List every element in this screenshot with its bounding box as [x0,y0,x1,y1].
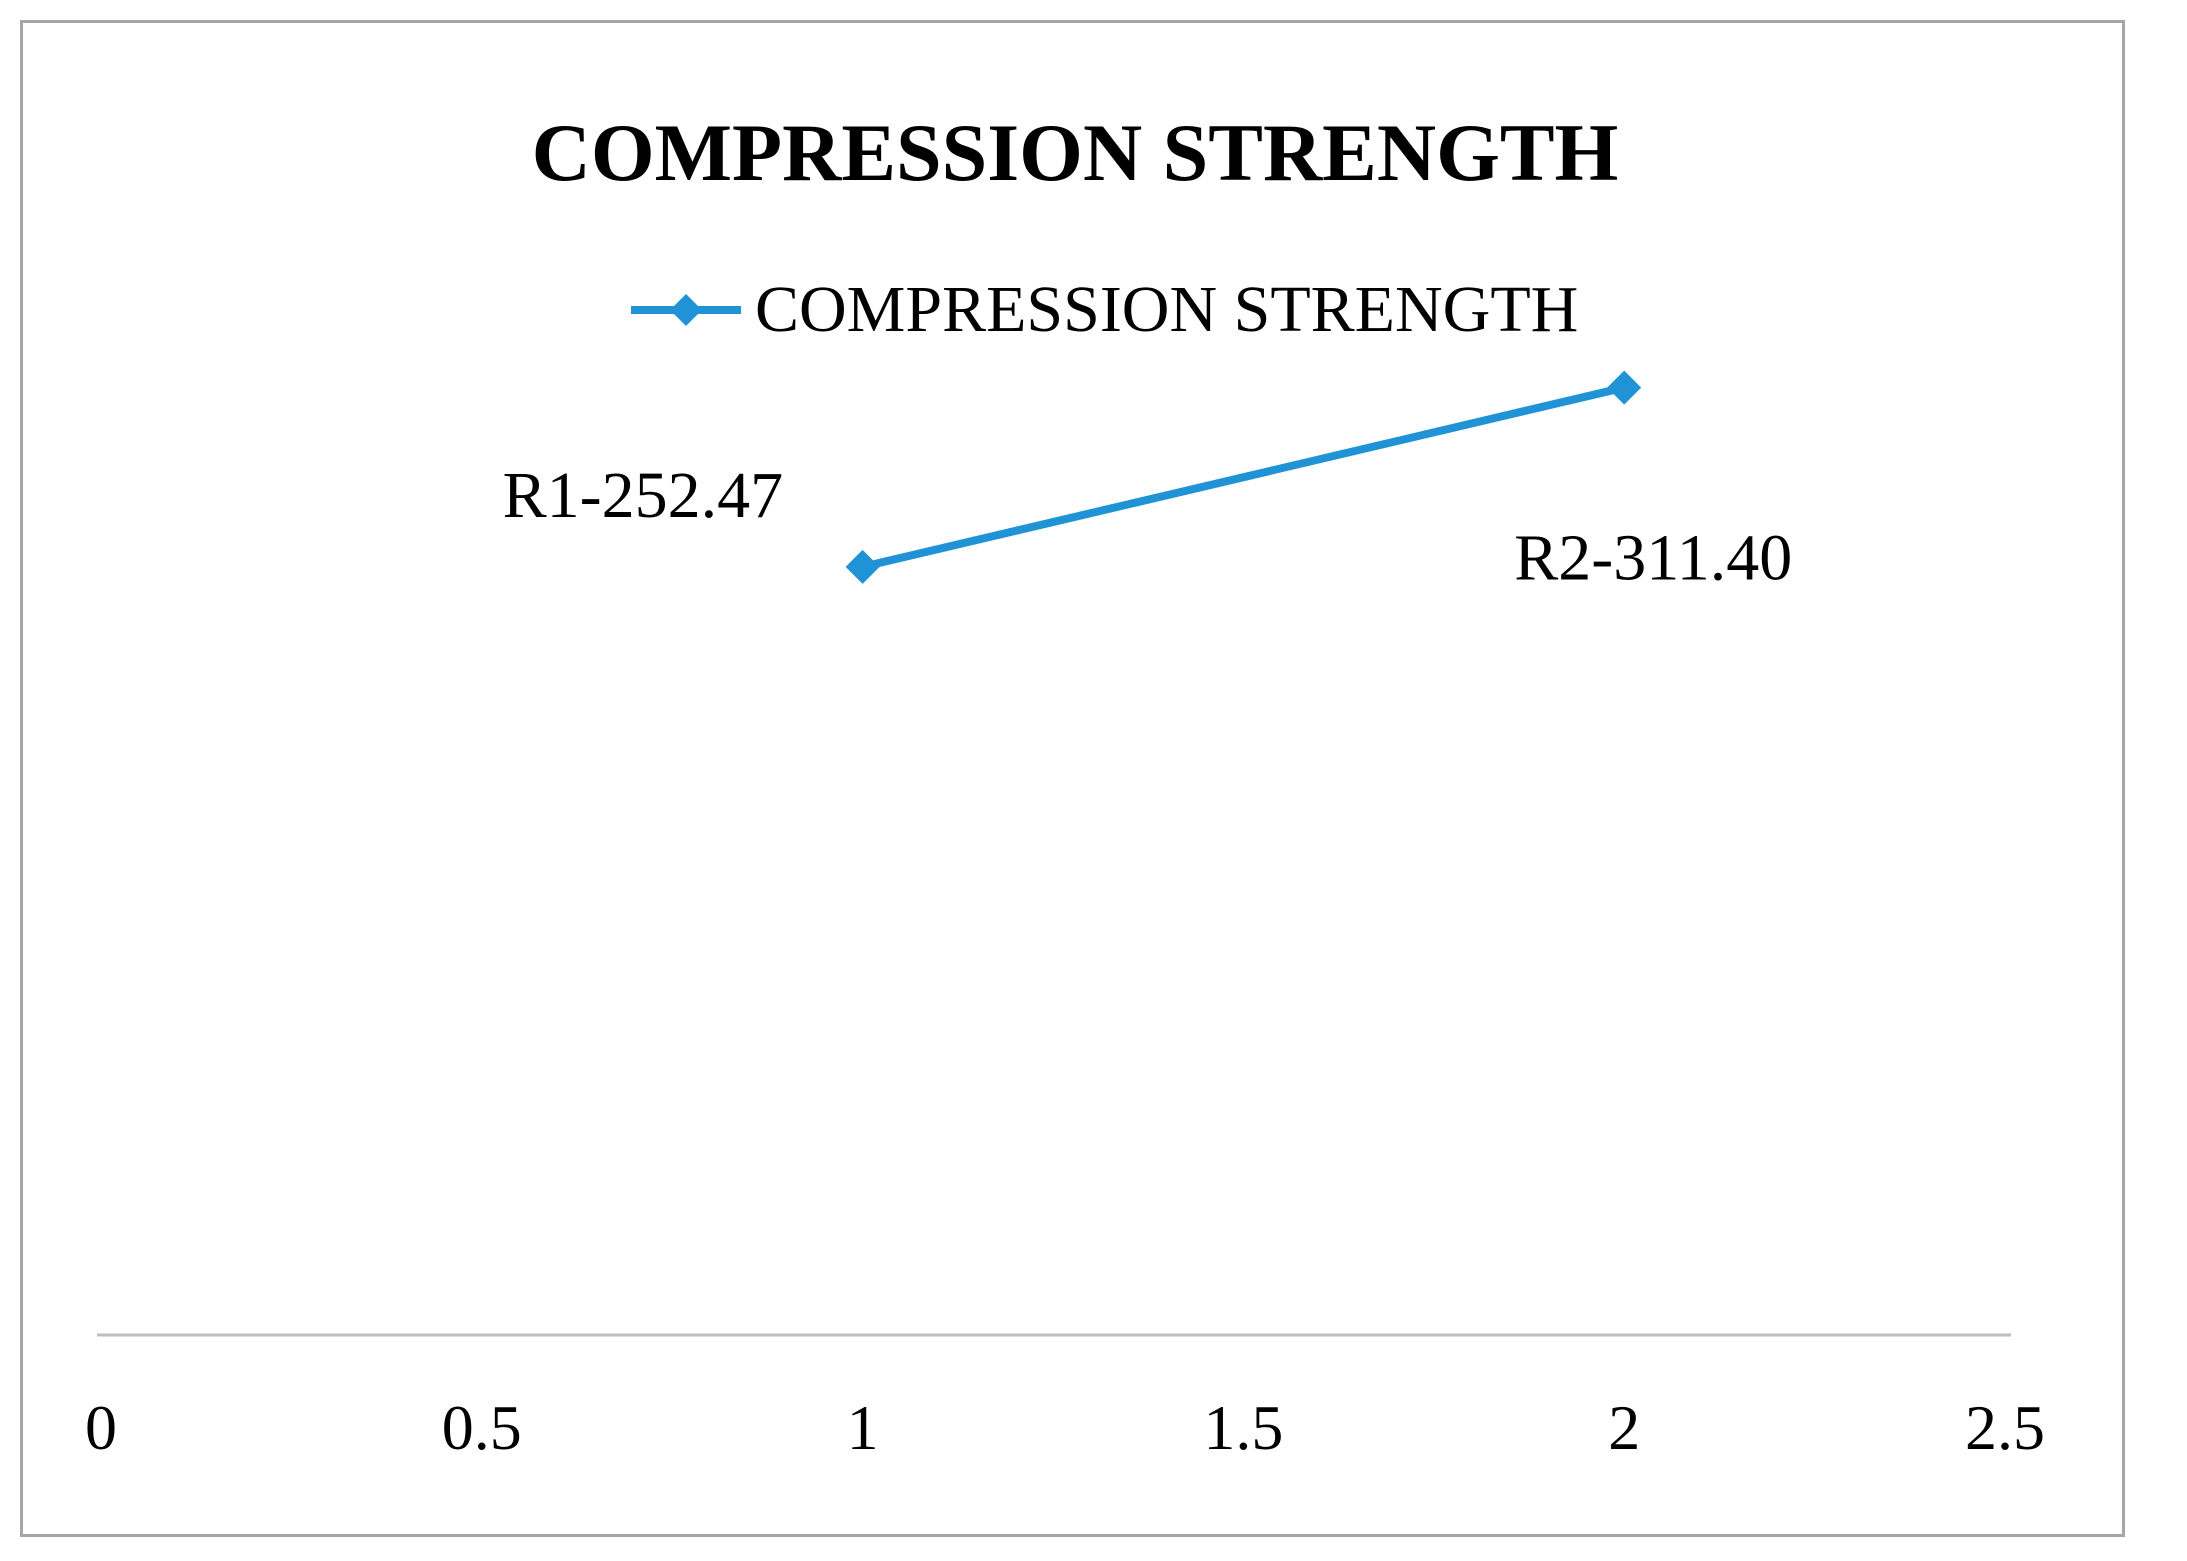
x-tick-label: 0 [85,1392,117,1463]
chart-frame: COMPRESSION STRENGTH COMPRESSION STRENGT… [20,20,2125,1537]
x-tick-label: 0.5 [442,1392,522,1463]
data-point-label: R1-252.47 [503,459,783,532]
data-point-label: R2-311.40 [1514,522,1792,595]
data-point-marker [1607,370,1642,405]
chart-title: COMPRESSION STRENGTH [532,107,1619,198]
x-tick-label: 1.5 [1203,1392,1283,1463]
series-line [861,383,1626,571]
x-tick-labels: 0 0.5 1 1.5 2 2.5 [85,1392,2045,1463]
x-tick-label: 2.5 [1965,1392,2045,1463]
x-tick-label: 1 [847,1392,879,1463]
x-tick-label: 2 [1608,1392,1640,1463]
data-point-marker [845,549,880,584]
legend-label: COMPRESSION STRENGTH [755,273,1578,346]
series-group: R1-252.47 R2-311.40 [503,370,1792,595]
legend: COMPRESSION STRENGTH [631,273,1578,346]
legend-diamond-marker [670,294,702,326]
chart-svg: COMPRESSION STRENGTH COMPRESSION STRENGT… [85,107,2045,1463]
